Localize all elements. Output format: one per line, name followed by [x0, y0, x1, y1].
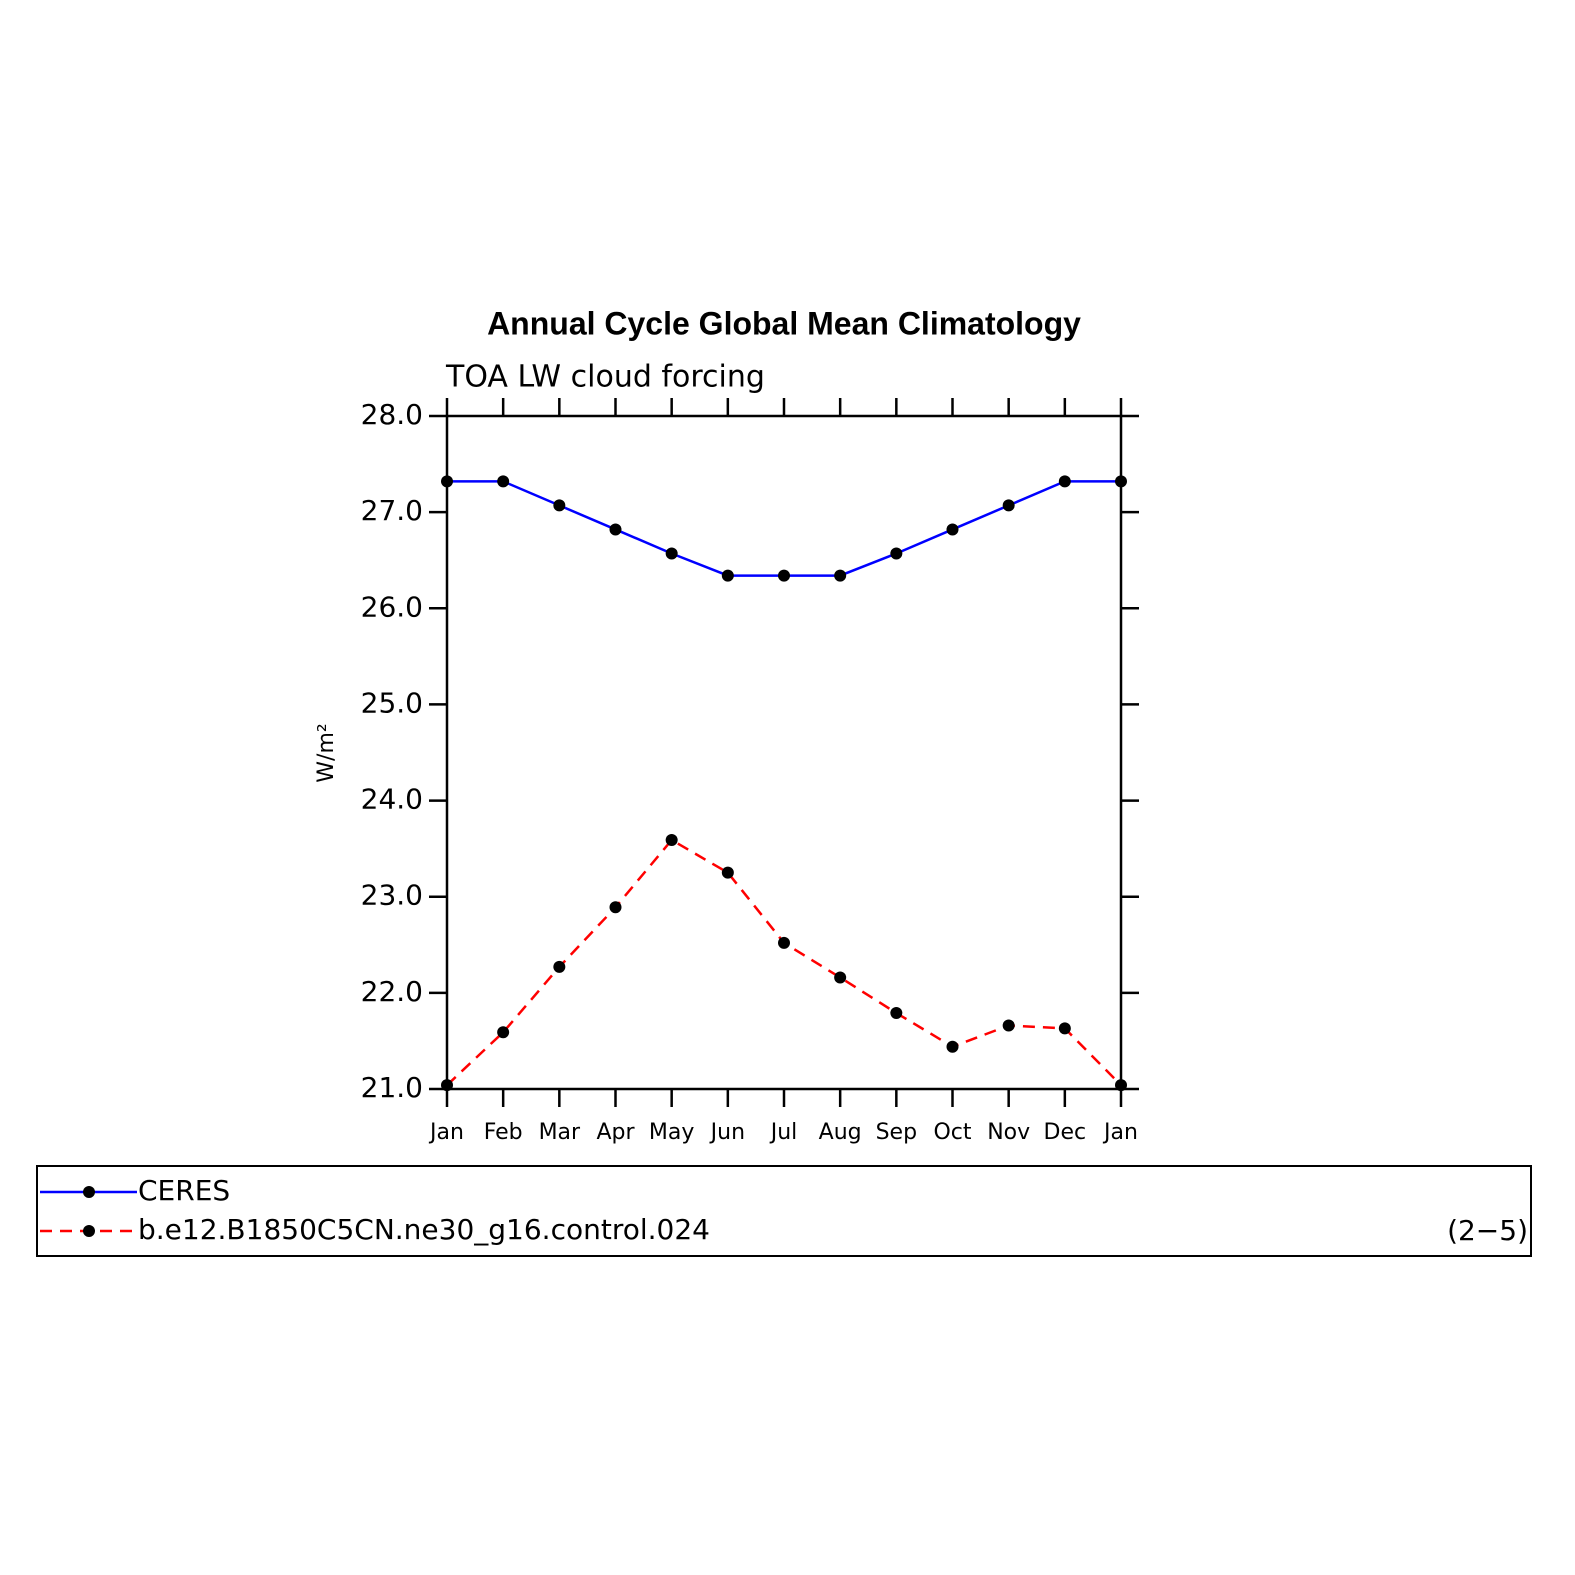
data-point: [553, 960, 566, 973]
data-point: [721, 866, 734, 879]
y-tick-label: 27.0: [361, 494, 423, 527]
data-point: [946, 523, 959, 536]
data-point: [609, 901, 622, 914]
x-tick-label: Jun: [709, 1120, 745, 1145]
data-point: [946, 1040, 959, 1053]
legend-label: b.e12.B1850C5CN.ne30_g16.control.024: [138, 1213, 710, 1246]
y-tick-label: 21.0: [361, 1071, 423, 1104]
x-tick-label: Feb: [484, 1120, 523, 1145]
x-tick-label: Sep: [876, 1120, 917, 1145]
x-tick-label: Apr: [596, 1120, 635, 1145]
data-point: [890, 1007, 903, 1020]
data-point: [441, 475, 453, 488]
data-point: [665, 547, 678, 560]
y-axis-label: W/m²: [314, 723, 339, 782]
legend-marker: [83, 1225, 95, 1237]
y-tick-label: 25.0: [361, 686, 423, 719]
annotation: (2−5): [1447, 1214, 1528, 1247]
data-point: [778, 569, 790, 582]
data-point: [890, 547, 903, 560]
data-point: [441, 1079, 453, 1092]
data-point: [497, 475, 510, 488]
y-tick-label: 24.0: [361, 783, 423, 816]
chart-subtitle: TOA LW cloud forcing: [445, 360, 765, 395]
y-tick-label: 23.0: [361, 879, 423, 912]
data-point: [553, 499, 566, 512]
data-point: [609, 523, 622, 536]
data-point: [1115, 475, 1127, 488]
x-tick-label: Dec: [1044, 1120, 1087, 1145]
data-point: [778, 936, 790, 949]
x-tick-label: Jul: [769, 1120, 798, 1145]
legend-marker: [83, 1186, 95, 1198]
legend-label: CERES: [138, 1174, 230, 1207]
data-point: [497, 1026, 510, 1039]
x-tick-label: Aug: [819, 1120, 862, 1145]
x-tick-label: Jan: [1102, 1120, 1138, 1145]
x-tick-label: Jan: [428, 1120, 464, 1145]
data-point: [665, 833, 678, 846]
y-tick-label: 26.0: [361, 590, 423, 623]
y-tick-label: 28.0: [361, 398, 423, 431]
data-point: [1002, 1019, 1015, 1032]
y-tick-label: 22.0: [361, 975, 423, 1008]
legend-box: [36, 1165, 1532, 1257]
data-point: [1058, 1022, 1071, 1035]
data-point: [834, 569, 847, 582]
chart-title: Annual Cycle Global Mean Climatology: [487, 305, 1081, 341]
x-tick-label: May: [649, 1120, 694, 1145]
x-tick-label: Nov: [987, 1120, 1030, 1145]
data-point: [1002, 499, 1015, 512]
data-point: [721, 569, 734, 582]
data-point: [1058, 475, 1071, 488]
data-point: [1115, 1079, 1127, 1092]
x-tick-label: Mar: [539, 1120, 581, 1145]
data-point: [834, 971, 847, 984]
x-tick-label: Oct: [933, 1120, 971, 1145]
